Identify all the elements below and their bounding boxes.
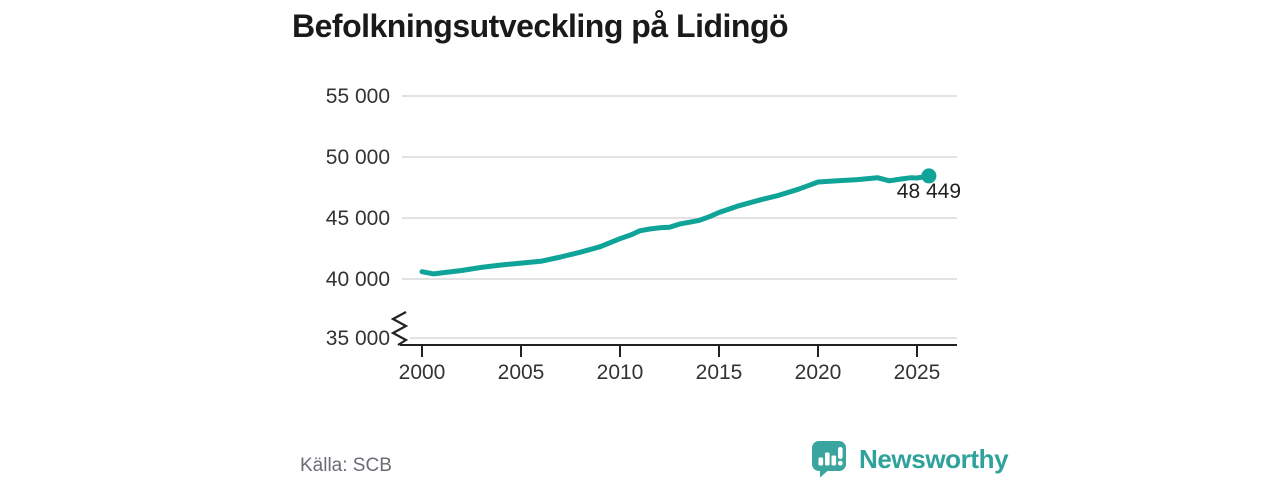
page-title: Befolkningsutveckling på Lidingö	[292, 8, 789, 44]
source-note: Källa: SCB	[300, 455, 392, 476]
newsworthy-wordmark: Newsworthy	[859, 444, 1009, 474]
y-axis-labels: 55 000 50 000 45 000 40 000 35 000	[326, 85, 390, 350]
latest-value-label: 48 449	[897, 180, 961, 203]
population-line	[419, 173, 932, 277]
bar-chart-glyph	[818, 447, 843, 466]
y-tick-label: 45 000	[326, 207, 390, 230]
x-tick-label: 2000	[399, 361, 446, 384]
latest-value-dot	[921, 168, 937, 184]
x-tick-label: 2005	[498, 361, 545, 384]
x-tick-label: 2025	[894, 361, 941, 384]
y-tick-label: 50 000	[326, 146, 390, 169]
y-axis-break-icon	[390, 311, 409, 346]
x-tick-label: 2015	[696, 361, 743, 384]
y-tick-label: 35 000	[326, 327, 390, 350]
x-tick-label: 2020	[795, 361, 842, 384]
y-tick-label: 40 000	[326, 268, 390, 291]
x-axis-labels: 2000 2005 2010 2015 2020 2025	[399, 361, 941, 384]
newsworthy-speech-bubble-bar-chart-icon	[812, 441, 846, 478]
x-axis	[400, 344, 957, 357]
x-tick-label: 2010	[597, 361, 644, 384]
newsworthy-logo: Newsworthy	[810, 440, 1009, 479]
y-tick-label: 55 000	[326, 85, 390, 108]
gridlines	[402, 95, 957, 339]
